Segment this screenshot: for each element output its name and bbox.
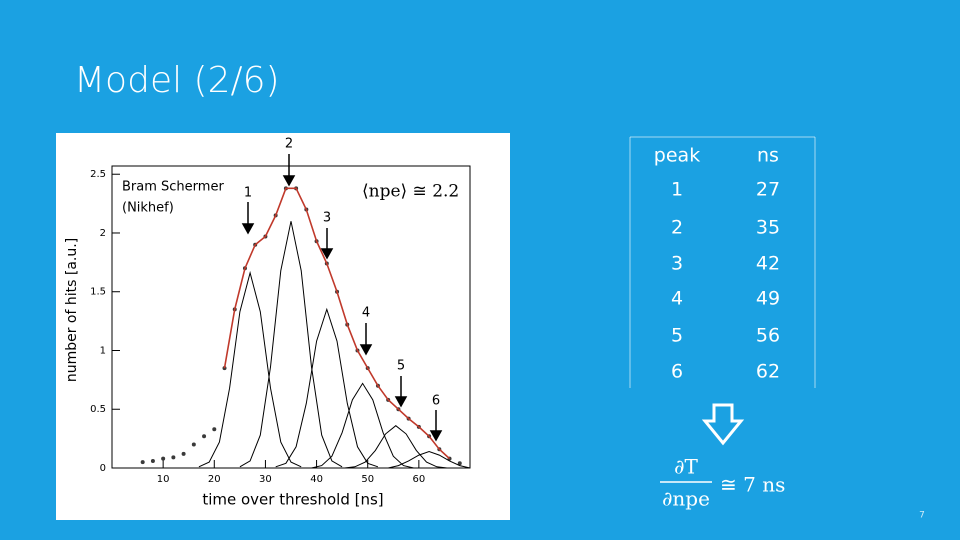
data-point	[150, 458, 155, 463]
formula-numerator: ∂T	[674, 455, 698, 479]
y-axis-label: number of hits [a.u.]	[64, 238, 80, 382]
x-tick-label: 50	[361, 474, 374, 485]
table-cell: 6	[671, 361, 683, 383]
fit-curve	[223, 187, 451, 460]
slide-title: Model (2/6)	[74, 60, 280, 101]
formula-denominator: ∂npe	[662, 487, 710, 511]
component-curve	[311, 382, 414, 469]
x-tick-label: 10	[157, 474, 170, 485]
data-point	[202, 434, 207, 439]
data-point	[212, 427, 217, 432]
peak-label: 6	[432, 394, 440, 409]
y-tick-label: 1	[100, 345, 106, 356]
data-point	[161, 456, 166, 461]
y-tick-label: 0	[100, 463, 106, 474]
formula-rhs: ≅ 7 ns	[720, 473, 785, 497]
table-cell: 2	[671, 217, 683, 239]
x-axis-label: time over threshold [ns]	[202, 491, 383, 509]
data-point	[181, 451, 186, 456]
y-tick-label: 2.5	[90, 169, 106, 180]
x-tick-label: 40	[310, 474, 323, 485]
data-point	[222, 366, 227, 371]
data-point	[140, 460, 145, 465]
x-tick-label: 60	[412, 474, 425, 485]
component-curve	[198, 270, 302, 468]
plot-frame	[111, 165, 471, 469]
table-cell: 1	[671, 179, 683, 201]
peak-label: 2	[285, 137, 293, 152]
table-cell: 42	[756, 253, 780, 275]
table-cell: 49	[756, 288, 780, 310]
peak-label: 3	[323, 211, 331, 226]
mean-annotation: ⟨npe⟩ ≅ 2.2	[362, 182, 459, 202]
table-header: ns	[757, 145, 779, 167]
x-tick-label: 30	[259, 474, 272, 485]
table-cell: 62	[756, 361, 780, 383]
table: peak ns 1 27 2 35 3 42 4 49 5 56 6 62	[654, 145, 780, 383]
data-point	[457, 461, 462, 466]
down-arrow	[701, 403, 745, 446]
peak-label: 1	[244, 186, 252, 201]
peak-arrows	[241, 154, 443, 442]
table-cell: 27	[756, 179, 780, 201]
page-number: 7	[919, 511, 925, 521]
table-cell: 5	[671, 325, 683, 347]
data-point	[191, 442, 196, 447]
data-point	[171, 455, 176, 460]
table-cell: 4	[671, 288, 683, 310]
table-cell: 3	[671, 253, 683, 275]
component-curve	[377, 450, 471, 469]
y-tick-label: 2	[100, 228, 106, 239]
author-label: Bram Schermer	[122, 180, 224, 195]
peak-label: 5	[397, 359, 405, 374]
component-curve	[239, 221, 343, 468]
table-borders	[629, 136, 816, 388]
table-header: peak	[654, 145, 700, 167]
author-label: (Nikhef)	[122, 201, 174, 216]
table-cell: 56	[756, 325, 780, 347]
component-curve	[344, 425, 448, 469]
x-tick-label: 20	[208, 474, 221, 485]
plot: 0 0.5 1 1.5 2 2.5 10 20 30 40 50 60	[90, 169, 471, 485]
component-curve	[275, 307, 379, 468]
y-tick-label: 0.5	[90, 404, 106, 415]
table-cell: 35	[756, 217, 780, 239]
peak-label: 4	[362, 306, 370, 321]
y-tick-label: 1.5	[90, 287, 106, 298]
